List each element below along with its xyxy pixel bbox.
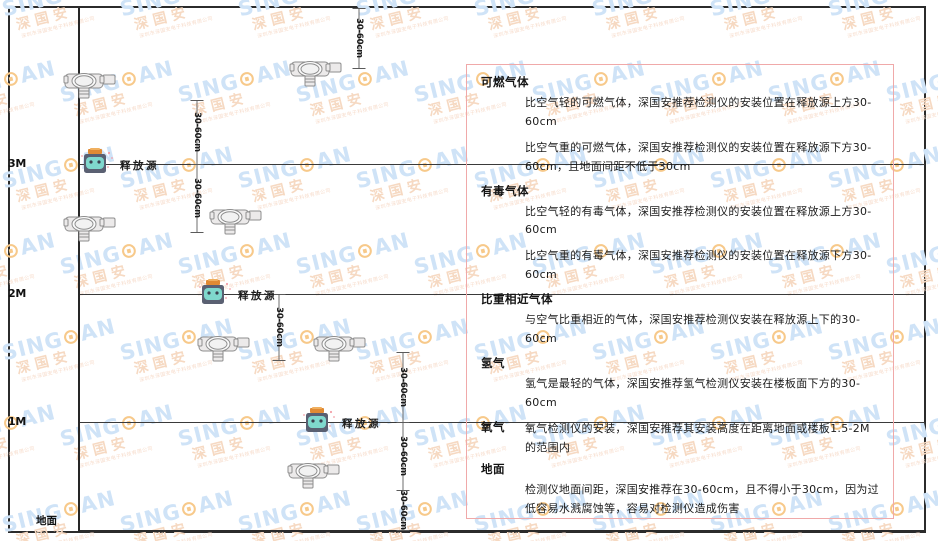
panel-section-paragraph: 与空气比重相近的气体，深国安推荐检测仪安装在释放源上下的30-60cm <box>525 313 861 345</box>
panel-section: 比重相近气体与空气比重相近的气体，深国安推荐检测仪安装在释放源上下的30-60c… <box>481 292 879 349</box>
axis-label-3m: 3M <box>8 157 27 170</box>
release-source-label: 释放源 <box>342 418 381 430</box>
panel-section-paragraph: 检测仪地面间距，深国安推荐在30-60cm，且不得小于30cm，因为过低容易水溅… <box>525 483 879 516</box>
dimension-stack-left-upper: 30-60cm <box>190 100 204 165</box>
gas-detector-icon <box>286 452 342 492</box>
dimension-label: 30-60cm <box>192 112 202 152</box>
gas-detector-icon <box>62 205 118 245</box>
ground-label: 地面 <box>36 515 57 527</box>
panel-section: 可燃气体比空气轻的可燃气体，深国安推荐检测仪的安装位置在释放源上方30-60cm… <box>481 75 879 177</box>
panel-section: 地面检测仪地面间距，深国安推荐在30-60cm，且不得小于30cm，因为过低容易… <box>481 462 879 518</box>
panel-section-title: 有毒气体 <box>481 183 529 198</box>
dimension-label: 30-60cm <box>398 436 408 476</box>
dimension-stack-right-1: 30-60cm <box>396 352 410 423</box>
dimension-label: 30-60cm <box>398 367 408 407</box>
gas-detector-icon <box>62 62 118 102</box>
release-source-label: 释放源 <box>120 160 159 172</box>
panel-section-title: 比重相近气体 <box>481 292 553 307</box>
panel-body: 可燃气体比空气轻的可燃气体，深国安推荐检测仪的安装位置在释放源上方30-60cm… <box>481 75 879 518</box>
panel-section-title: 可燃气体 <box>481 75 529 89</box>
panel-section-paragraph: 氧气检测仪的安装，深国安推荐其安装高度在距离地面或楼板1.5-2M的范围内 <box>525 421 870 454</box>
release-source-icon <box>303 407 337 437</box>
grid-line-1m <box>78 422 925 423</box>
dimension-stack-top: 30-60cm <box>352 8 366 69</box>
axis-label-1m: 1M <box>8 415 27 428</box>
panel-section: 有毒气体比空气轻的有毒气体，深国安推荐检测仪的安装位置在释放源上方30-60cm… <box>481 184 879 286</box>
ground-line <box>78 530 925 532</box>
gas-detector-icon <box>312 325 368 365</box>
panel-section-paragraph: 比空气轻的可燃气体，深国安推荐检测仪的安装位置在释放源上方30-60cm <box>525 95 872 128</box>
dimension-label: 30-60cm <box>398 490 408 530</box>
panel-section: 氧气 氧气检测仪的安装，深国安推荐其安装高度在距离地面或楼板1.5-2M的范围内 <box>481 420 879 458</box>
installation-guidance-panel: 可燃气体比空气轻的可燃气体，深国安推荐检测仪的安装位置在释放源上方30-60cm… <box>466 64 894 519</box>
axis-label-2m: 2M <box>8 287 27 300</box>
dimension-label: 30-60cm <box>274 307 284 347</box>
panel-section-paragraph: 氢气是最轻的气体，深国安推荐氢气检测仪安装在楼板面下方的30-60cm <box>525 376 861 409</box>
diagram-frame <box>8 6 926 533</box>
panel-section-title: 地面 <box>481 462 505 477</box>
gas-detector-icon <box>208 198 264 238</box>
dimension-stack-middle: 30-60cm <box>272 294 286 361</box>
panel-section-paragraph: 比空气重的可燃气体，深国安推荐检测仪的安装位置在释放源下方30-60cm，且地面… <box>525 140 872 173</box>
release-source-icon <box>81 148 115 178</box>
release-source-label: 释放源 <box>238 290 277 302</box>
gas-detector-icon <box>196 325 252 365</box>
dimension-label: 30-60cm <box>192 178 202 218</box>
panel-section-paragraph: 比空气轻的有毒气体，深国安推荐检测仪的安装位置在释放源上方30-60cm <box>525 204 872 237</box>
grid-line-2m <box>78 294 925 295</box>
panel-section-title: 氢气 <box>481 355 505 370</box>
panel-section: 氢气氢气是最轻的气体，深国安推荐氢气检测仪安装在楼板面下方的30-60cm <box>481 356 879 413</box>
dimension-label: 30-60cm <box>354 18 364 58</box>
dimension-stack-right-3: 30-60cm <box>396 490 410 531</box>
dimension-stack-right-2: 30-60cm <box>396 422 410 491</box>
panel-section-title: 氧气 <box>481 419 505 434</box>
dimension-stack-left-lower: 30-60cm <box>190 164 204 233</box>
panel-section-paragraph: 比空气重的有毒气体，深国安推荐检测仪的安装位置在释放源下方30-60cm <box>525 249 872 282</box>
release-source-icon <box>199 279 233 309</box>
vertical-axis <box>78 8 80 532</box>
grid-line-3m <box>78 164 925 165</box>
gas-detector-icon <box>288 50 344 90</box>
